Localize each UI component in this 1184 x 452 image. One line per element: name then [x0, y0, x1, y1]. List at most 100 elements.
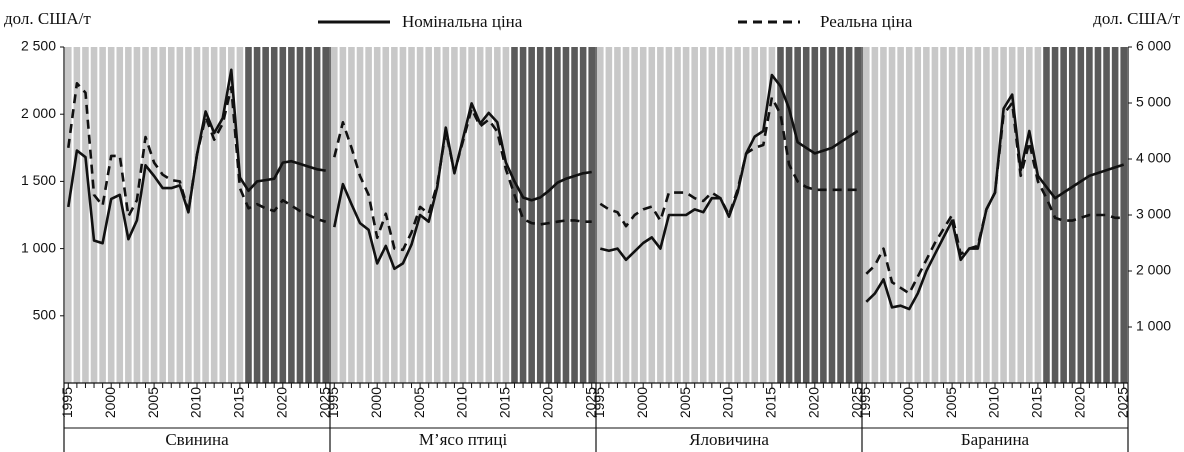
x-tick-label: 2015	[231, 387, 247, 418]
x-tick-label: 1995	[591, 387, 607, 418]
y2-axis-label: дол. США/т	[1093, 9, 1180, 28]
history-stripe	[451, 47, 458, 383]
projection-stripe	[579, 47, 587, 383]
y2-tick-label: 6 000	[1136, 38, 1171, 54]
y2-tick-label: 5 000	[1136, 94, 1171, 110]
legend-label: Номінальна ціна	[402, 12, 523, 31]
history-stripe	[348, 47, 355, 383]
history-stripe	[1008, 47, 1016, 383]
history-stripe	[90, 47, 98, 383]
x-tick-label: 2020	[540, 387, 556, 418]
history-stripe	[365, 47, 372, 383]
history-stripe	[459, 47, 467, 383]
panel-title: Баранина	[961, 430, 1030, 449]
history-stripe	[905, 47, 913, 383]
y-tick-label: 1 500	[21, 172, 56, 188]
history-stripe	[691, 47, 698, 383]
history-stripe	[399, 47, 407, 383]
panel-title: Яловичина	[689, 430, 769, 449]
projection-stripe	[545, 47, 553, 383]
projection-stripe	[1051, 47, 1059, 383]
x-tick-label: 2010	[986, 387, 1002, 418]
history-stripe	[228, 47, 235, 383]
y2-tick-label: 4 000	[1136, 150, 1171, 166]
series-line	[333, 102, 592, 271]
projection-stripe	[820, 47, 827, 383]
history-stripe	[176, 47, 184, 383]
history-stripe	[219, 47, 227, 383]
projection-stripe	[1077, 47, 1085, 383]
projection-stripe	[245, 47, 252, 383]
x-tick-label: 2020	[806, 387, 822, 418]
history-stripe	[1000, 47, 1007, 383]
history-stripe	[760, 47, 767, 383]
history-stripe	[597, 47, 604, 383]
history-stripe	[622, 47, 630, 383]
history-stripe	[65, 47, 72, 383]
history-stripe	[408, 47, 415, 383]
y-axis-label: дол. США/т	[4, 9, 91, 28]
projection-stripe	[1103, 47, 1110, 383]
projection-stripe	[528, 47, 535, 383]
history-stripe	[82, 47, 89, 383]
series-line	[865, 101, 1124, 295]
history-stripe	[433, 47, 441, 383]
series-line	[599, 96, 858, 228]
history-stripe	[485, 47, 493, 383]
history-stripe	[897, 47, 904, 383]
history-stripe	[888, 47, 896, 383]
projection-stripe	[1120, 47, 1127, 383]
x-tick-label: 2025	[316, 387, 332, 418]
projection-stripe	[519, 47, 527, 383]
history-stripe	[167, 47, 175, 383]
projection-stripe	[571, 47, 578, 383]
legend-label: Реальна ціна	[820, 12, 913, 31]
history-stripe	[339, 47, 347, 383]
projection-stripe	[322, 47, 329, 383]
y2-tick-label: 1 000	[1136, 318, 1171, 334]
history-stripe	[863, 47, 870, 383]
history-stripe	[914, 47, 922, 383]
history-stripe	[605, 47, 613, 383]
history-stripe	[150, 47, 158, 383]
x-tick-label: 1995	[857, 387, 873, 418]
panel-title: Свинина	[165, 430, 229, 449]
projection-stripe	[1060, 47, 1067, 383]
projection-stripe	[837, 47, 844, 383]
y-tick-label: 1 000	[21, 239, 56, 255]
panel-title: М’ясо птиці	[419, 430, 508, 449]
projection-stripe	[845, 47, 853, 383]
history-stripe	[880, 47, 887, 383]
projection-stripe	[270, 47, 278, 383]
history-stripe	[614, 47, 621, 383]
projection-stripe	[1068, 47, 1076, 383]
history-stripe	[768, 47, 776, 383]
series-line	[333, 107, 592, 252]
history-stripe	[931, 47, 939, 383]
x-tick-label: 2005	[677, 387, 693, 418]
history-stripe	[717, 47, 724, 383]
history-stripe	[116, 47, 124, 383]
history-stripe	[1026, 47, 1033, 383]
projection-stripe	[313, 47, 321, 383]
x-tick-label: 2025	[1114, 387, 1130, 418]
x-tick-label: 2000	[368, 387, 384, 418]
projection-stripe	[554, 47, 561, 383]
history-stripe	[940, 47, 947, 383]
x-tick-label: 2010	[720, 387, 736, 418]
projection-stripe	[854, 47, 861, 383]
history-stripe	[734, 47, 741, 383]
history-stripe	[442, 47, 450, 383]
x-tick-label: 2010	[188, 387, 204, 418]
projection-stripe	[588, 47, 595, 383]
projection-stripe	[1111, 47, 1119, 383]
projection-stripe	[794, 47, 801, 383]
series-line	[599, 73, 859, 262]
x-tick-label: 2005	[145, 387, 161, 418]
history-stripe	[991, 47, 999, 383]
x-tick-label: 2015	[1029, 387, 1045, 418]
projection-stripe	[802, 47, 810, 383]
y-tick-label: 2 000	[21, 105, 56, 121]
history-stripe	[657, 47, 664, 383]
